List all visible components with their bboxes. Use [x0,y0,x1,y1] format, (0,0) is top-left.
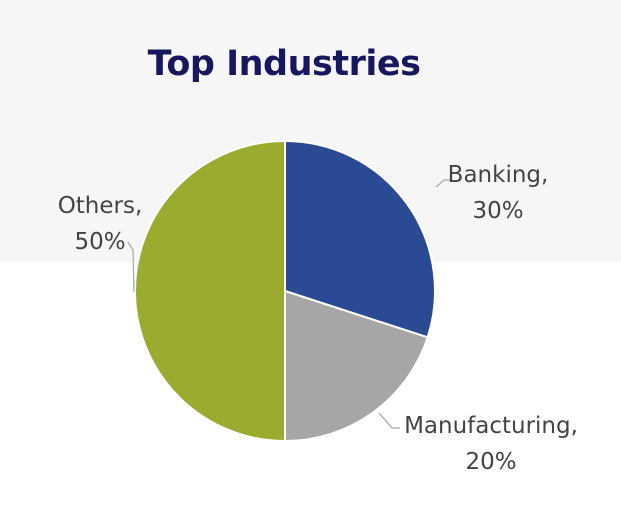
data-label-banking-value: 30% [472,198,523,224]
pie-slice-banking [284,139,436,339]
data-label-others-name: Others, [58,193,143,219]
leader-line-banking [435,179,450,188]
data-label-banking-name: Banking, [448,162,549,188]
leader-line-manufacturing [378,412,400,429]
data-label-manufacturing-value: 20% [465,449,516,475]
data-label-others-value: 50% [74,229,125,255]
leader-line-others [127,241,135,293]
pie-slice-others [134,139,286,443]
chart-title: Top Industries [147,44,421,84]
pie-slice-manufacturing [284,289,429,443]
data-label-manufacturing-name: Manufacturing, [404,413,578,439]
